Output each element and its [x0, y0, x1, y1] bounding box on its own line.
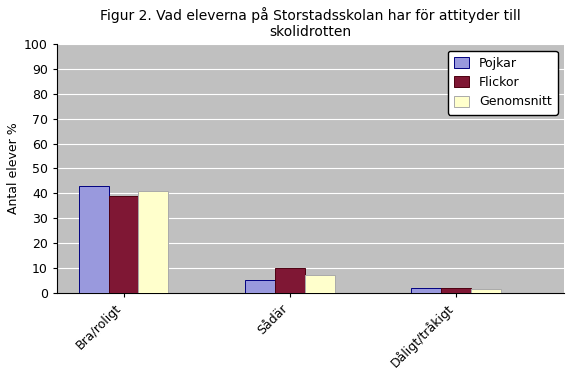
Bar — [471, 289, 501, 293]
Bar — [79, 186, 108, 293]
Title: Figur 2. Vad eleverna på Storstadsskolan har för attityder till
skolidrotten: Figur 2. Vad eleverna på Storstadsskolan… — [100, 7, 521, 39]
Legend: Pojkar, Flickor, Genomsnitt: Pojkar, Flickor, Genomsnitt — [448, 51, 558, 115]
Bar — [108, 196, 139, 293]
Bar — [441, 288, 471, 293]
Bar — [245, 280, 275, 293]
Bar — [305, 275, 335, 293]
Bar — [139, 191, 168, 293]
Y-axis label: Antal elever %: Antal elever % — [7, 123, 20, 215]
Bar — [275, 268, 305, 293]
Bar — [411, 288, 441, 293]
